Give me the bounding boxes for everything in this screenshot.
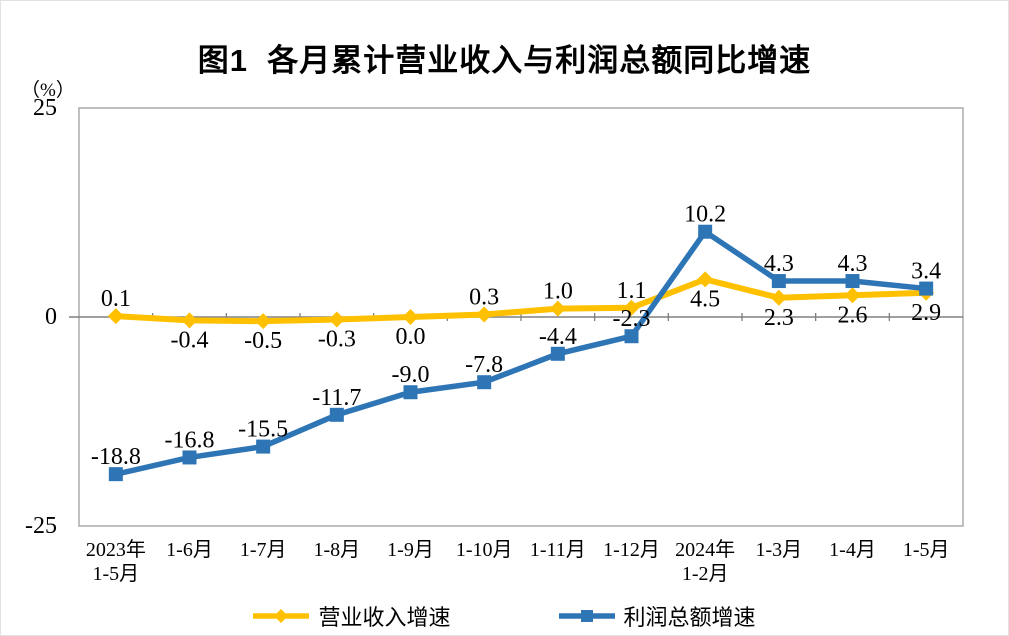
data-point-marker: [697, 271, 714, 288]
data-point-marker: [698, 224, 713, 239]
data-point-marker: [328, 311, 345, 328]
data-point-marker: [256, 439, 271, 454]
data-label: 4.5: [690, 286, 720, 312]
x-axis-tick-label: 1-11月: [529, 539, 586, 561]
legend-label: 营业收入增速: [318, 605, 451, 630]
y-axis-tick-label: -25: [25, 513, 57, 539]
legend-marker-icon: [253, 609, 310, 623]
data-point-marker: [107, 308, 124, 325]
data-point-marker: [329, 407, 344, 422]
chart-legend: 营业收入增速 利润总额增速: [1, 600, 1008, 632]
data-label: 0.0: [396, 324, 426, 350]
x-axis-tick-label: 1-12月: [603, 539, 660, 561]
data-label: 3.4: [911, 259, 941, 285]
data-label: -15.5: [238, 417, 288, 443]
y-axis-tick-label: 25: [33, 95, 57, 121]
data-point-marker: [402, 309, 419, 325]
legend-item-1: 利润总额增速: [558, 600, 756, 632]
data-point-marker: [182, 450, 197, 465]
data-label: 0.1: [101, 286, 131, 312]
x-axis-tick-label: 2023年 1-5月: [85, 539, 146, 585]
x-axis-tick-label: 1-10月: [455, 539, 513, 561]
data-point-marker: [770, 289, 787, 306]
data-point-marker: [181, 312, 198, 329]
data-point-marker: [108, 467, 123, 482]
x-axis-tick-label: 1-8月: [313, 539, 361, 561]
series-line-1: [115, 227, 927, 477]
data-point-marker: [624, 329, 639, 344]
legend-marker-icon: [558, 610, 615, 622]
x-axis-tick-label: 1-9月: [387, 539, 434, 561]
x-axis-tick-label: 1-6月: [166, 539, 213, 561]
x-axis-tick-label: 1-4月: [829, 539, 876, 561]
data-label: 2.9: [911, 300, 941, 326]
data-point-marker: [477, 375, 492, 390]
data-label: 2.6: [838, 302, 868, 328]
data-point-marker: [919, 281, 934, 296]
data-point-marker: [845, 274, 860, 289]
data-label: -2.3: [613, 306, 651, 332]
data-label: -0.4: [171, 327, 209, 353]
series-line-0: [115, 276, 927, 325]
data-label: 4.3: [838, 251, 868, 277]
x-axis-tick-label: 2024年 1-2月: [675, 539, 736, 585]
data-point-marker: [255, 313, 272, 330]
y-axis-tick-label: 0: [45, 304, 57, 330]
chart-title: 图1 各月累计营业收入与利润总额同比增速: [197, 43, 812, 78]
legend-label: 利润总额增速: [623, 605, 756, 630]
data-label: -16.8: [165, 427, 215, 453]
x-axis-tick-label: 1-3月: [755, 539, 803, 561]
data-label: -4.4: [539, 324, 577, 350]
data-label: 4.3: [764, 251, 794, 277]
x-axis-tick-label: 1-5月: [902, 539, 950, 561]
data-label: -0.3: [318, 327, 356, 353]
data-point-marker: [550, 346, 565, 361]
data-point-marker: [844, 287, 861, 304]
data-point-marker: [476, 306, 493, 323]
y-axis-unit-label: （%）: [21, 80, 75, 101]
data-label: -18.8: [91, 444, 141, 470]
data-label: 1.0: [543, 279, 573, 305]
data-label: 2.3: [764, 305, 794, 331]
x-axis-tick-label: 1-7月: [239, 539, 287, 561]
data-label: -11.7: [312, 385, 361, 411]
data-label: 10.2: [684, 202, 726, 228]
data-label: -7.8: [465, 352, 503, 378]
data-label: 1.1: [617, 278, 647, 304]
data-point-marker: [623, 299, 640, 316]
data-point-marker: [549, 300, 566, 317]
data-point-marker: [403, 385, 418, 400]
legend-item-0: 营业收入增速: [253, 600, 451, 632]
data-label: 0.3: [469, 284, 499, 310]
data-point-marker: [771, 274, 786, 289]
data-label: -9.0: [392, 362, 430, 388]
data-label: -0.5: [244, 328, 282, 354]
